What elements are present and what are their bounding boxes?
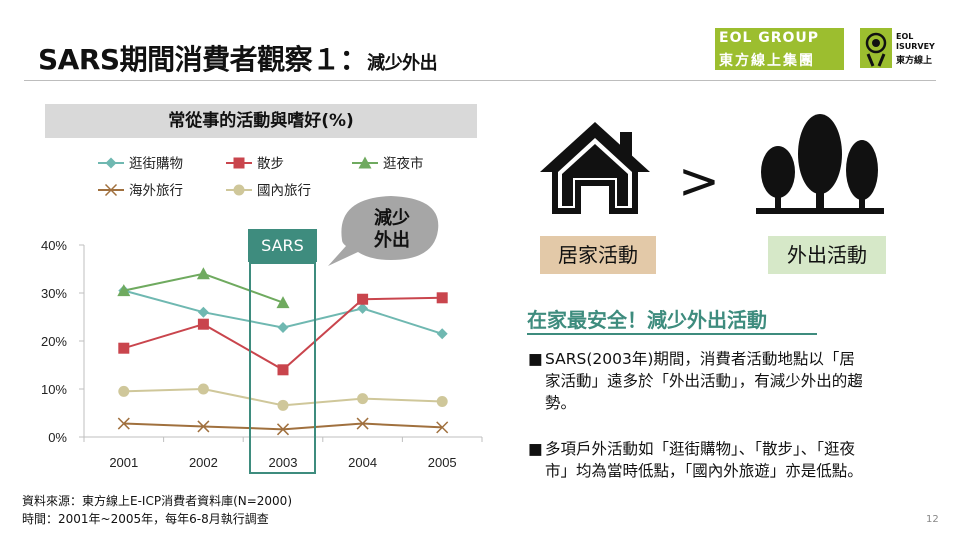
legend-item: 海外旅行 bbox=[98, 183, 183, 199]
series-point bbox=[276, 296, 290, 309]
legend-marker bbox=[358, 156, 372, 169]
x-tick-label: 2005 bbox=[428, 455, 457, 470]
eol-isurvey-mark-icon bbox=[860, 28, 892, 68]
series-point bbox=[357, 293, 369, 305]
legend-label: 逛街購物 bbox=[129, 156, 183, 172]
series-4 bbox=[117, 417, 449, 436]
bullet-marker: ■ bbox=[528, 440, 543, 458]
house-icon bbox=[540, 122, 650, 214]
legend-marker bbox=[105, 157, 117, 169]
series-point bbox=[436, 292, 448, 304]
legend-item: 逛夜市 bbox=[352, 155, 424, 172]
chart-series bbox=[117, 267, 449, 436]
page-number: 12 bbox=[926, 514, 939, 525]
series-5 bbox=[118, 383, 448, 411]
legend-label: 散步 bbox=[257, 156, 284, 172]
y-tick-label: 20% bbox=[41, 334, 67, 349]
title-divider bbox=[24, 80, 936, 81]
legend-label: 海外旅行 bbox=[129, 183, 183, 199]
legend-label: 國內旅行 bbox=[257, 183, 311, 199]
series-point bbox=[436, 421, 449, 434]
legend-item: 逛街購物 bbox=[98, 156, 183, 172]
series-point bbox=[277, 364, 289, 376]
eol-group-logo: EOL GROUP 東方線上集團 bbox=[715, 28, 844, 70]
series-point bbox=[277, 399, 289, 411]
series-point bbox=[118, 385, 130, 397]
eol-isurvey-line3: 東方線上 bbox=[896, 56, 933, 66]
series-point bbox=[436, 395, 448, 407]
series-point bbox=[118, 342, 130, 354]
legend-marker bbox=[233, 157, 245, 169]
sars-label: SARS bbox=[248, 229, 317, 262]
series-point bbox=[277, 322, 289, 334]
series-point bbox=[197, 383, 209, 395]
eol-isurvey-logo: EOL ISURVEY 東方線上 bbox=[860, 28, 940, 70]
series-point bbox=[357, 302, 369, 314]
source-line-1: 資料來源：東方線上E-ICP消費者資料庫(N=2000) bbox=[22, 494, 293, 508]
callout-bubble-shape bbox=[328, 196, 439, 266]
series-point bbox=[356, 417, 369, 430]
series-point bbox=[276, 423, 290, 436]
x-tick-label: 2002 bbox=[189, 455, 218, 470]
y-tick-label: 40% bbox=[41, 238, 67, 253]
eol-isurvey-line2: ISURVEY bbox=[896, 42, 935, 51]
bullet-marker: ■ bbox=[528, 350, 543, 368]
series-point bbox=[196, 267, 210, 280]
legend-item: 國內旅行 bbox=[226, 183, 311, 199]
x-tick-label: 2004 bbox=[348, 455, 377, 470]
bullet-item: ■ SARS(2003年)期間，消費者活動地點以「居家活動」遠多於「外出活動」，… bbox=[528, 348, 868, 418]
y-tick-label: 30% bbox=[41, 286, 67, 301]
headline: 在家最安全！減少外出活動 bbox=[527, 308, 767, 332]
y-tick-label: 0% bbox=[48, 430, 67, 445]
series-point bbox=[436, 328, 448, 340]
title-sub: 減少外出 bbox=[367, 53, 438, 74]
outdoor-activity-label: 外出活動 bbox=[768, 236, 886, 274]
x-tick-label: 2003 bbox=[269, 455, 298, 470]
sars-highlight-frame bbox=[249, 262, 316, 474]
chart-title: 常從事的活動與嗜好(%) bbox=[45, 104, 477, 138]
legend-marker bbox=[104, 183, 118, 197]
callout-line2: 外出 bbox=[374, 229, 410, 251]
callout-bubble: 減少 外出 bbox=[328, 196, 439, 266]
series-2 bbox=[118, 292, 448, 376]
legend-item: 散步 bbox=[226, 156, 284, 172]
slide-title: SARS期間消費者觀察１：減少外出 bbox=[38, 38, 438, 78]
eol-group-logo-line1: EOL GROUP bbox=[719, 30, 820, 46]
series-point bbox=[357, 393, 369, 405]
series-point bbox=[197, 420, 210, 433]
series-3 bbox=[117, 267, 290, 309]
eol-group-logo-line2: 東方線上集團 bbox=[719, 53, 815, 69]
series-point bbox=[117, 417, 130, 430]
legend-label: 逛夜市 bbox=[383, 155, 424, 172]
series-point bbox=[197, 306, 209, 318]
chart-axes: 0% 10% 20% 30% 40% 2001 2002 2003 2004 2005 bbox=[41, 238, 483, 470]
headline-underline bbox=[527, 333, 817, 335]
series-point bbox=[117, 284, 131, 297]
home-activity-label: 居家活動 bbox=[540, 236, 656, 274]
title-main: SARS期間消費者觀察１： bbox=[38, 43, 368, 76]
greater-than-symbol: > bbox=[678, 152, 720, 210]
bullet-text: 多項戶外活動如「逛街購物」、「散步」、「逛夜市」均為當時低點，「國內外旅遊」亦是… bbox=[545, 440, 863, 480]
series-point bbox=[197, 318, 209, 330]
y-tick-label: 10% bbox=[41, 382, 67, 397]
trees-icon bbox=[756, 114, 884, 214]
legend-marker bbox=[233, 184, 245, 196]
x-tick-label: 2001 bbox=[109, 455, 138, 470]
source-line-2: 時間：2001年~2005年，每年6-8月執行調查 bbox=[22, 512, 269, 526]
eol-isurvey-line1: EOL bbox=[896, 32, 914, 41]
bullet-item: ■ 多項戶外活動如「逛街購物」、「散步」、「逛夜市」均為當時低點，「國內外旅遊」… bbox=[528, 438, 868, 508]
bullet-text: SARS(2003年)期間，消費者活動地點以「居家活動」遠多於「外出活動」，有減… bbox=[545, 350, 863, 412]
callout-line1: 減少 bbox=[374, 207, 410, 229]
